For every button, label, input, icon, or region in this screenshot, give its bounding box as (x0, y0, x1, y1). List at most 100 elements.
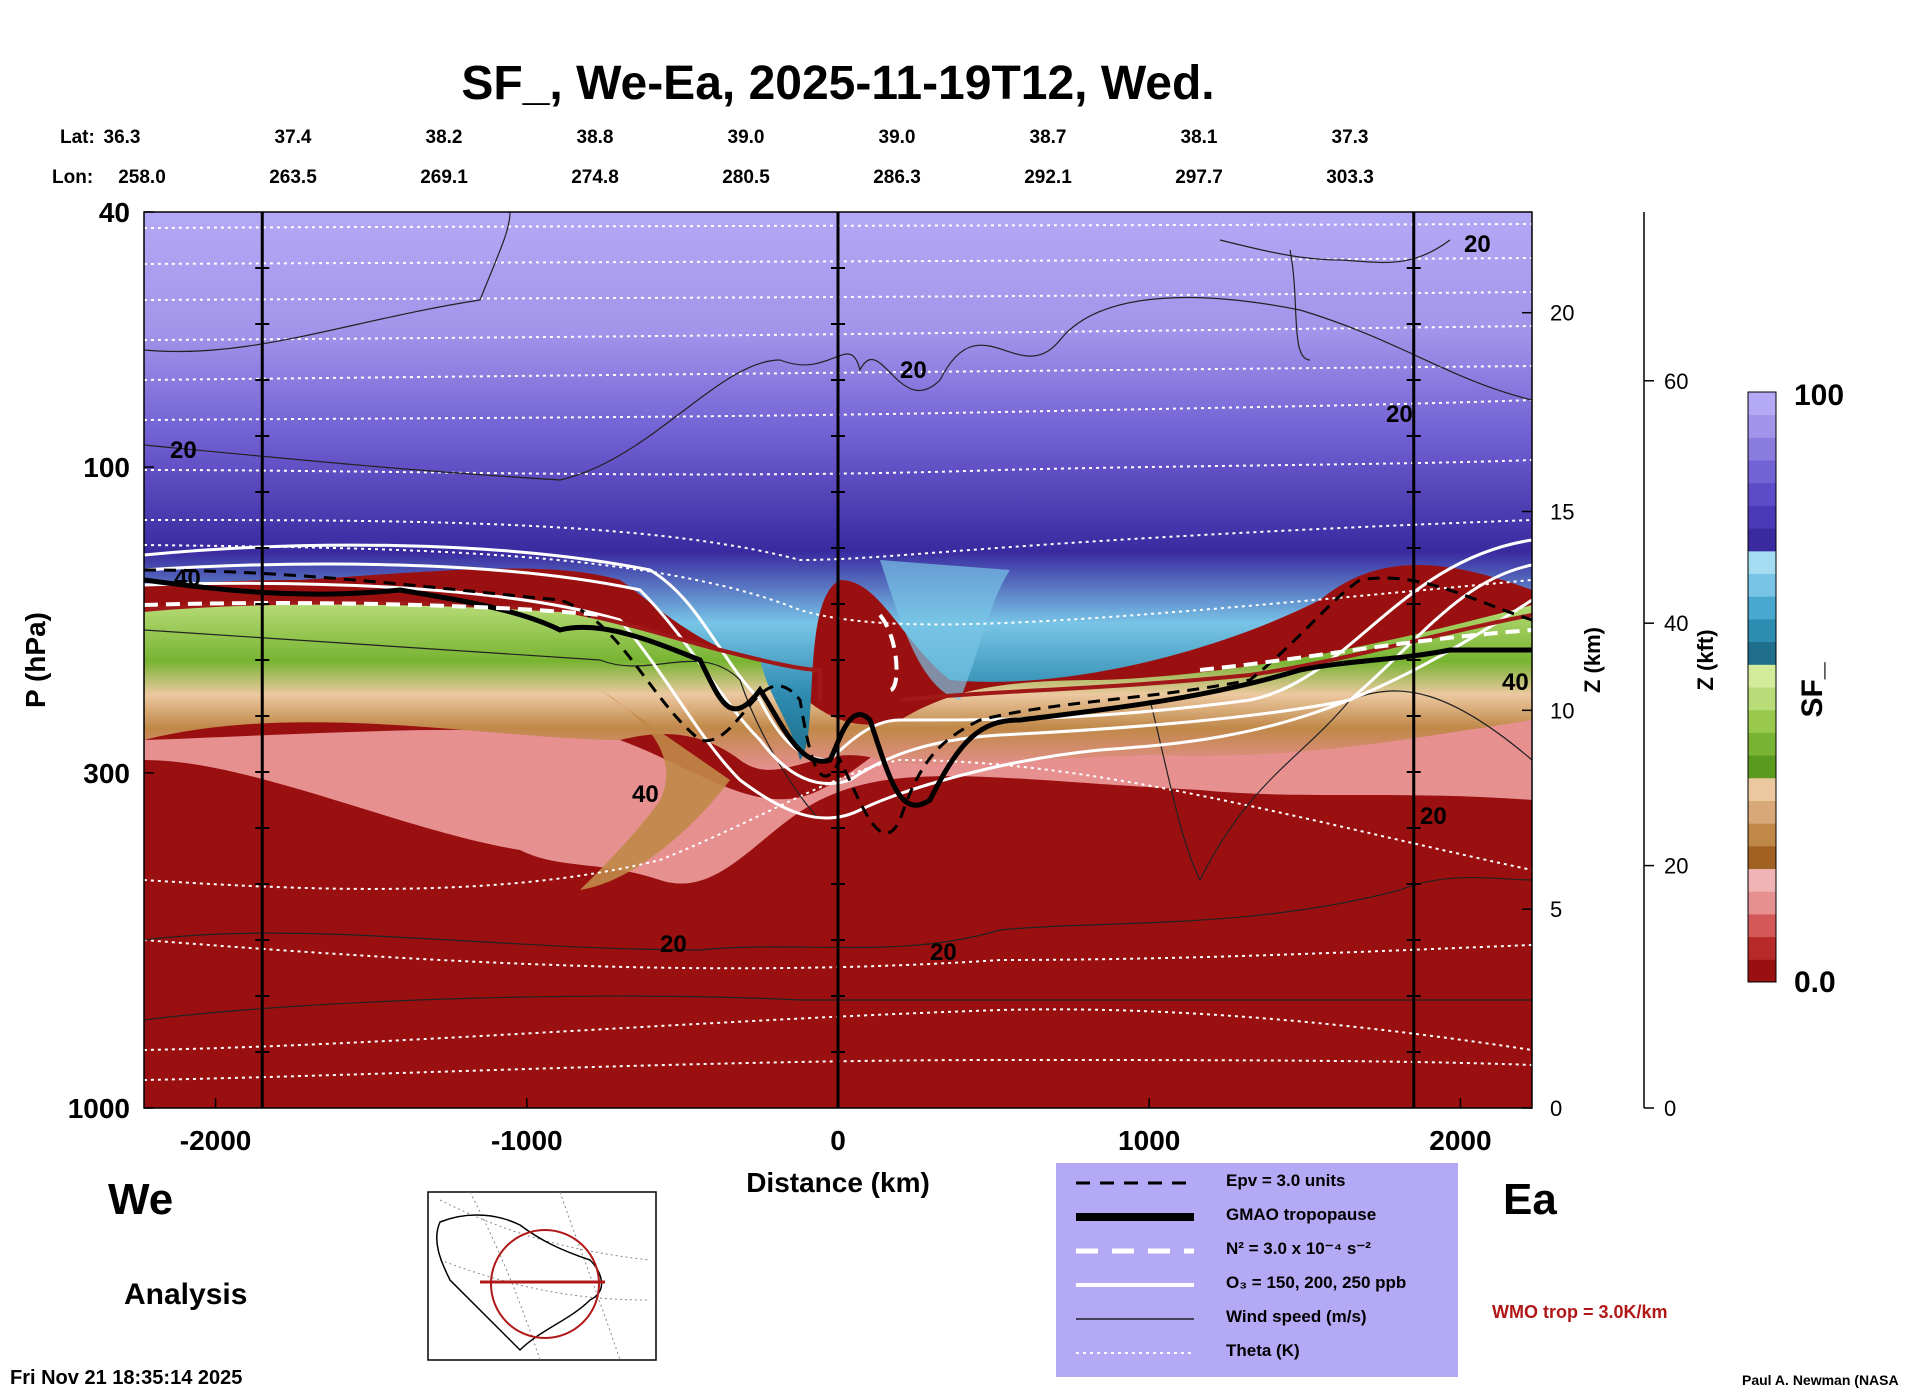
theta-contours (144, 223, 1532, 1081)
z-kft-axis-label: Z (kft) (1693, 629, 1718, 690)
colorbar-swatch (1748, 550, 1776, 575)
colorbar-swatch (1748, 392, 1776, 416)
colorbar-swatch (1748, 528, 1776, 552)
lon-value: 297.7 (1175, 167, 1223, 188)
legend-swatch-tropopause (1076, 1213, 1194, 1221)
colorbar-swatch (1748, 868, 1776, 892)
legend-label-tropopause: GMAO tropopause (1226, 1205, 1377, 1224)
lat-value: 36.3 (104, 127, 141, 148)
intrusion-core (880, 560, 1010, 700)
colorbar-swatch (1748, 573, 1776, 597)
legend-item-n2: N² = 3.0 x 10⁻⁴ s⁻² (1056, 1235, 1458, 1267)
n2-contour (144, 601, 1532, 692)
colorbar-swatch (1748, 505, 1776, 529)
wind-label-20-e: 20 (660, 931, 687, 958)
lat-value: 37.3 (1332, 127, 1369, 148)
colorbar-swatch (1748, 414, 1776, 438)
z-km-tick-label: 0 (1550, 1096, 1562, 1121)
colorbar-swatch (1748, 482, 1776, 506)
z-km-tick-label: 10 (1550, 698, 1574, 723)
chart-title: SF_, We-Ea, 2025-11-19T12, Wed. (461, 57, 1214, 110)
map-coastline (436, 1214, 603, 1352)
lat-value: 38.2 (426, 127, 463, 148)
lon-value: 269.1 (420, 167, 468, 188)
lon-value: 258.0 (118, 167, 166, 188)
vertical-marker-lines (255, 212, 1421, 1108)
lat-value: 39.0 (728, 127, 765, 148)
legend-item-o3: O₃ = 150, 200, 250 ppb (1056, 1269, 1458, 1301)
x-axis-label: Distance (km) (746, 1167, 930, 1198)
colorbar-swatch (1748, 664, 1776, 688)
lon-value: 303.3 (1326, 167, 1374, 188)
wind-label-40-b: 40 (632, 781, 659, 808)
wind-label-20-c: 20 (1386, 401, 1413, 428)
z-km-tick-label: 20 (1550, 301, 1574, 326)
lon-value: 274.8 (571, 167, 619, 188)
tan-tongue (580, 690, 730, 890)
colorbar-swatch (1748, 732, 1776, 756)
p-tick-label: 100 (83, 452, 130, 483)
x-tick-label: 1000 (1118, 1125, 1180, 1156)
colorbar-swatch (1748, 437, 1776, 461)
gmao-tropopause-line (144, 577, 1532, 808)
colorbar-swatch (1748, 777, 1776, 801)
wmo-note: WMO trop = 3.0K/km (1492, 1302, 1668, 1322)
z-kft-tick-label: 60 (1664, 369, 1688, 394)
colorbar-swatch (1748, 687, 1776, 711)
lon-value: 292.1 (1024, 167, 1072, 188)
legend-swatch-wind (1076, 1318, 1194, 1320)
p-tick-label: 1000 (68, 1093, 130, 1124)
epv-contour (144, 568, 1532, 835)
lat-value: 38.8 (577, 127, 614, 148)
legend-item-wind: Wind speed (m/s) (1056, 1303, 1458, 1335)
legend-swatch-epv (1076, 1181, 1194, 1185)
legend-swatch-theta (1076, 1352, 1194, 1354)
legend-swatch-n2 (1076, 1248, 1194, 1254)
lat-value: 39.0 (879, 127, 916, 148)
legend-box: Epv = 3.0 units GMAO tropopause N² = 3.0… (1056, 1163, 1458, 1377)
colorbar-swatch (1748, 709, 1776, 733)
east-end-label: Ea (1503, 1175, 1557, 1224)
x-tick-label: 0 (830, 1125, 846, 1156)
colorbar-frame (1747, 391, 1777, 983)
wind-label-20-g: 20 (1420, 803, 1447, 830)
legend-label-o3: O₃ = 150, 200, 250 ppb (1226, 1273, 1407, 1292)
inset-map (427, 1191, 657, 1361)
colorbar-swatch (1748, 936, 1776, 960)
legend-swatch-o3 (1076, 1283, 1194, 1287)
lat-value: 38.1 (1181, 127, 1218, 148)
wind-label-40-a: 40 (174, 565, 201, 592)
z-km-axis-label: Z (km) (1580, 627, 1605, 693)
legend-label-epv: Epv = 3.0 units (1226, 1171, 1346, 1190)
wind-label-40-c: 40 (1502, 669, 1529, 696)
x-tick-label: -2000 (180, 1125, 252, 1156)
lat-lon-header: 36.3 258.0 37.4 263.5 38.2 269.1 38.8 274.8 39.0… (104, 127, 1374, 188)
lon-row-label: Lon: (52, 167, 93, 188)
colorbar-swatch (1748, 845, 1776, 870)
colorbar-swatch (1748, 460, 1776, 484)
lon-value: 280.5 (722, 167, 770, 188)
wind-speed-contours (144, 212, 1532, 1021)
z-km-tick-label: 5 (1550, 897, 1562, 922)
wind-label-20-d: 20 (1464, 231, 1491, 258)
legend-item-theta: Theta (K) (1056, 1337, 1458, 1369)
colorbar-min-label: 0.0 (1794, 966, 1836, 999)
wind-contour-labels: 20 20 20 20 20 20 20 40 40 40 (170, 231, 1529, 966)
colorbar-swatch (1748, 913, 1776, 938)
wind-label-20-f: 20 (930, 939, 957, 966)
z-kft-tick-label: 40 (1664, 611, 1688, 636)
colorbar-swatch (1748, 641, 1776, 665)
wind-label-20-a: 20 (170, 437, 197, 464)
map-range-circle (490, 1229, 600, 1339)
colorbar-max-label: 100 (1794, 379, 1844, 412)
colorbar-swatch (1748, 800, 1776, 824)
x-tick-label: -1000 (491, 1125, 563, 1156)
legend-item-epv: Epv = 3.0 units (1056, 1167, 1458, 1199)
lat-row-label: Lat: (60, 127, 95, 148)
green-tan-band (144, 602, 1532, 770)
lon-value: 286.3 (873, 167, 921, 188)
lat-value: 38.7 (1030, 127, 1067, 148)
analysis-label: Analysis (124, 1278, 247, 1311)
z-kft-tick-label: 20 (1664, 854, 1688, 879)
